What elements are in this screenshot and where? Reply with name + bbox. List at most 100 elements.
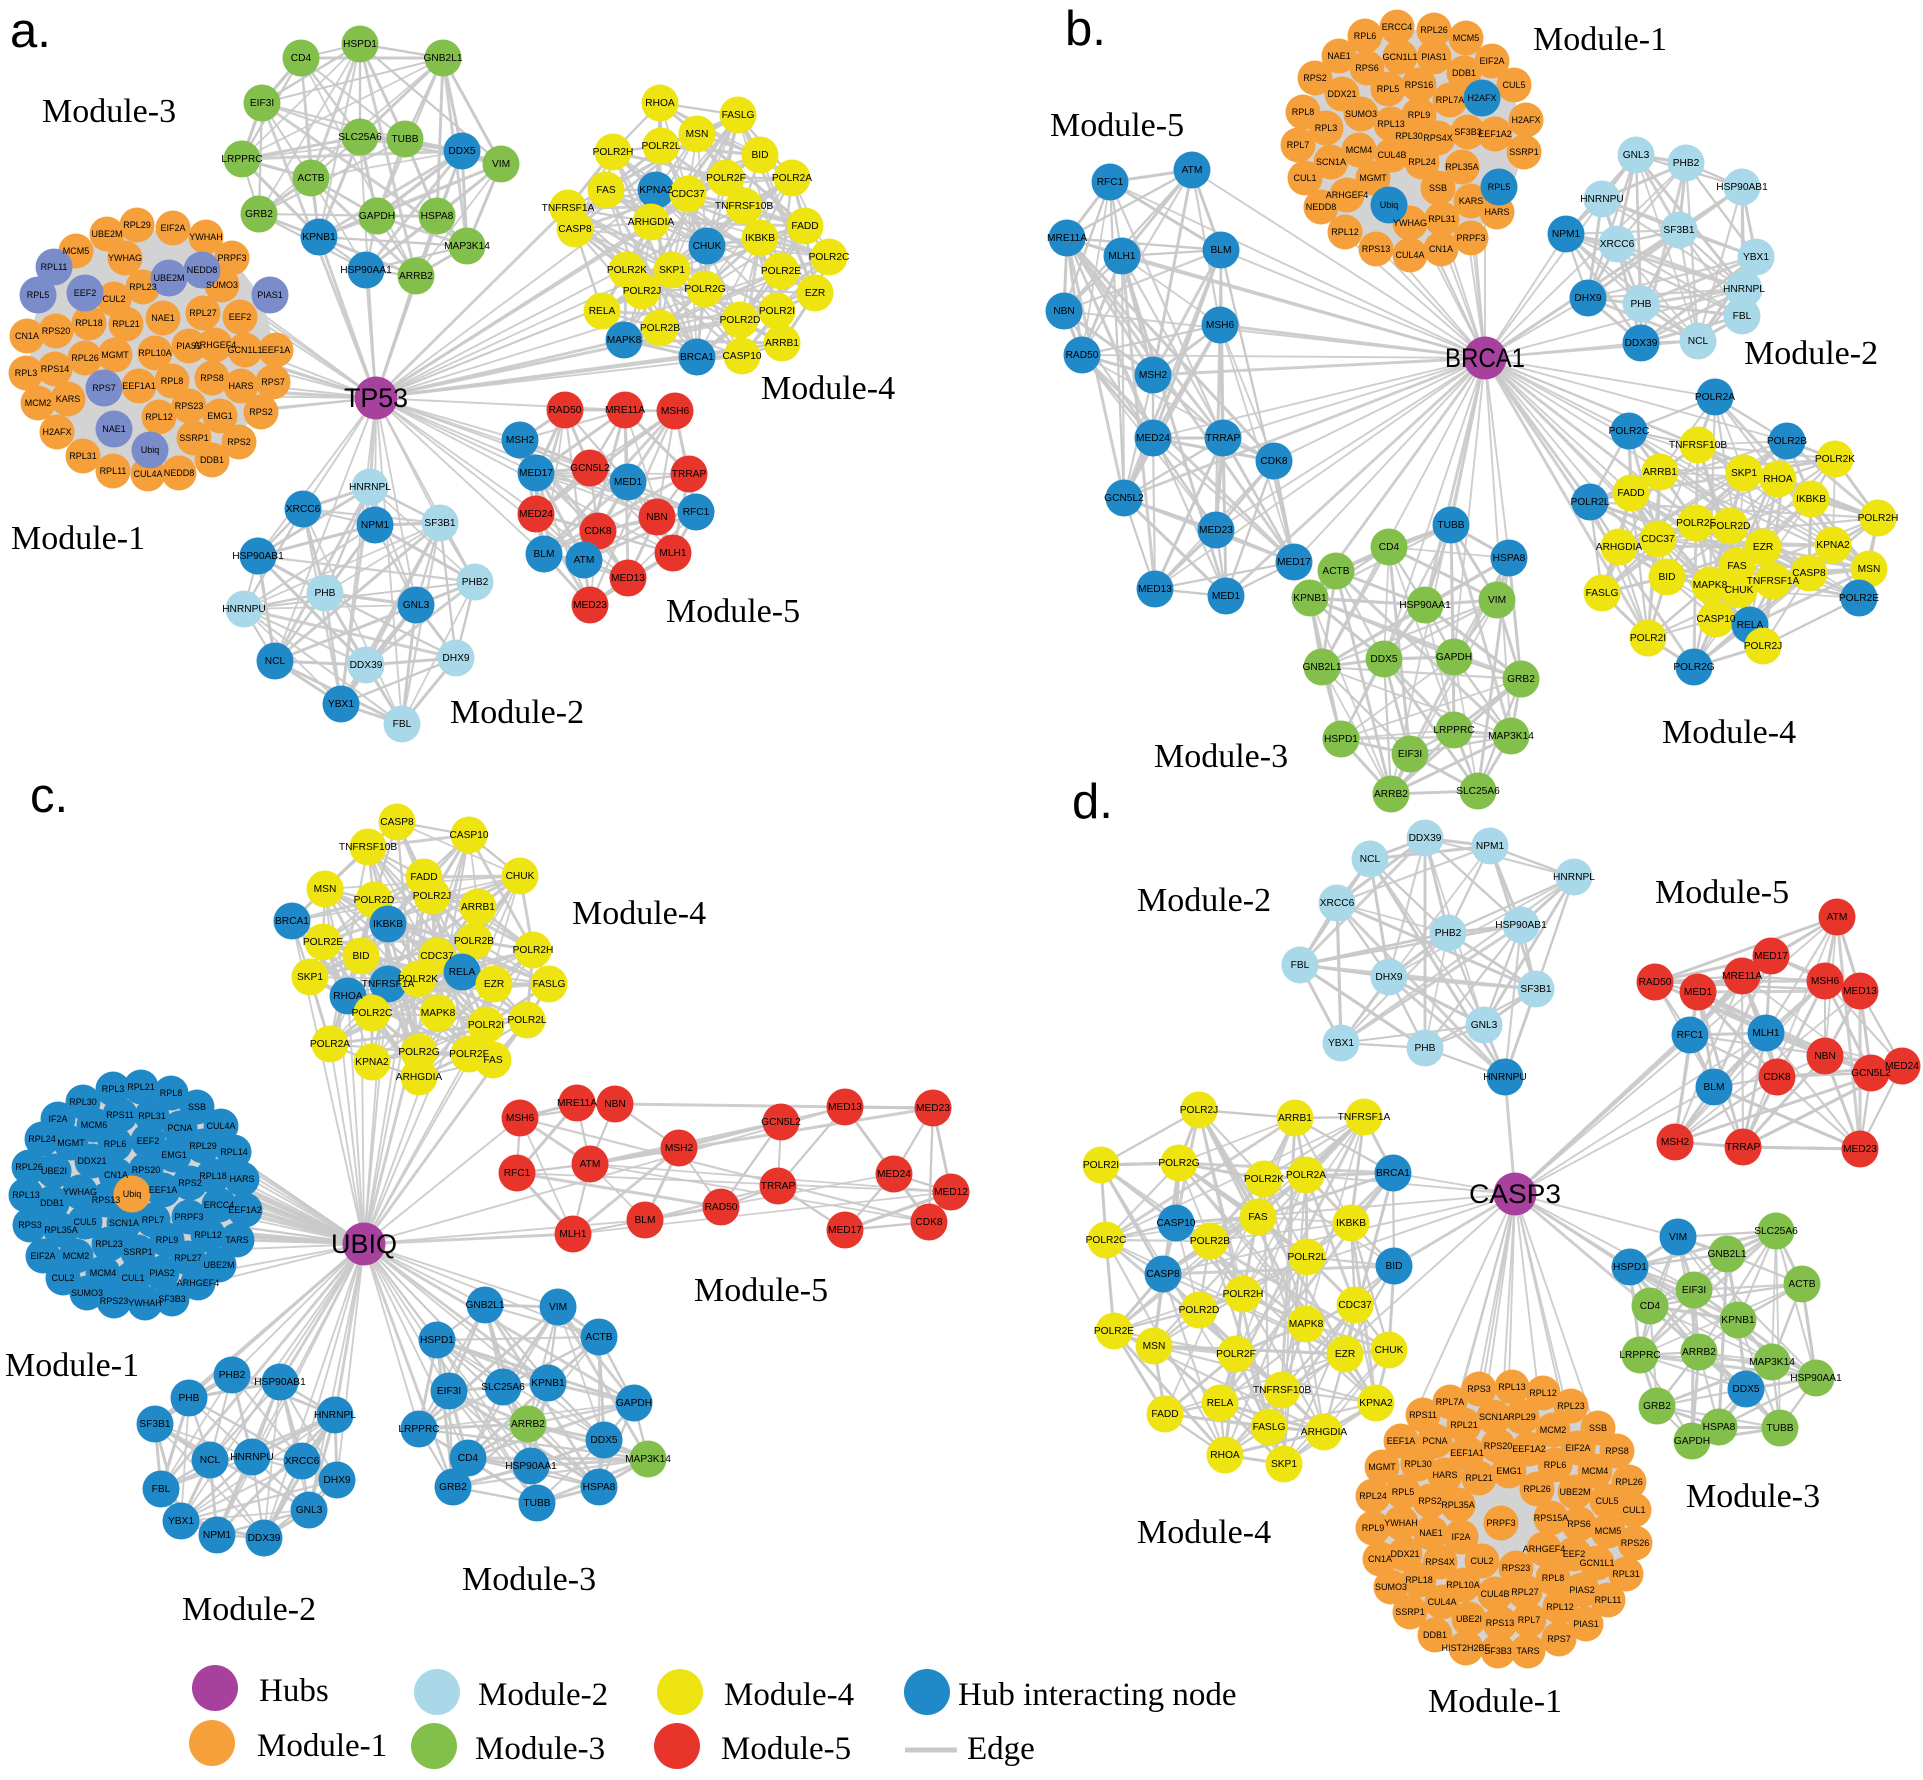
svg-text:NBN: NBN [1814, 1051, 1836, 1062]
svg-text:ARHGDIA: ARHGDIA [1596, 542, 1643, 553]
svg-text:POLR2K: POLR2K [607, 265, 647, 276]
svg-text:KPNB1: KPNB1 [302, 232, 336, 243]
svg-text:BID: BID [1659, 572, 1676, 583]
svg-text:RPL23: RPL23 [95, 1239, 123, 1249]
svg-text:RAD50: RAD50 [705, 1202, 738, 1213]
svg-text:POLR2A: POLR2A [772, 173, 812, 184]
svg-text:BRCA1: BRCA1 [1445, 343, 1525, 373]
svg-text:MAP3K14: MAP3K14 [444, 241, 490, 252]
svg-text:PIAS1: PIAS1 [1573, 1619, 1599, 1629]
svg-text:RPS2: RPS2 [178, 1178, 202, 1188]
svg-text:DDX39: DDX39 [1409, 833, 1442, 844]
svg-text:CHUK: CHUK [1725, 585, 1754, 596]
svg-text:EMG1: EMG1 [161, 1150, 187, 1160]
svg-text:MSH6: MSH6 [1206, 320, 1235, 331]
svg-text:SSRP1: SSRP1 [179, 433, 209, 443]
svg-text:UBE2M: UBE2M [1559, 1487, 1590, 1497]
svg-text:HSPD1: HSPD1 [1613, 1262, 1647, 1273]
svg-text:MSH2: MSH2 [1661, 1137, 1690, 1148]
svg-text:GAPDH: GAPDH [1674, 1436, 1710, 1447]
svg-text:ARHGDIA: ARHGDIA [1301, 1427, 1348, 1438]
svg-text:CN1A: CN1A [104, 1170, 128, 1180]
svg-text:PCNA: PCNA [1422, 1436, 1447, 1446]
svg-text:EIF3I: EIF3I [437, 1386, 461, 1397]
svg-text:Module-2: Module-2 [1744, 335, 1878, 372]
svg-text:SSRP1: SSRP1 [123, 1247, 153, 1257]
svg-text:CDK8: CDK8 [1763, 1072, 1791, 1083]
svg-text:CASP10: CASP10 [1696, 614, 1735, 625]
svg-text:RELA: RELA [449, 967, 476, 978]
svg-text:PIAS2: PIAS2 [149, 1268, 175, 1278]
svg-text:MAPK8: MAPK8 [607, 335, 642, 346]
svg-text:RPL21: RPL21 [112, 319, 140, 329]
svg-text:RPL30: RPL30 [1395, 131, 1423, 141]
svg-text:GNL3: GNL3 [403, 600, 430, 611]
svg-text:YWHAG: YWHAG [1393, 218, 1427, 228]
svg-text:NAE1: NAE1 [1327, 51, 1351, 61]
svg-text:SLC25A6: SLC25A6 [1456, 786, 1500, 797]
svg-text:RPL8: RPL8 [160, 1088, 183, 1098]
svg-text:RPS11: RPS11 [106, 1110, 134, 1120]
svg-text:MAPK8: MAPK8 [1693, 580, 1728, 591]
svg-text:UBE2I: UBE2I [41, 1166, 67, 1176]
svg-text:DDX39: DDX39 [248, 1533, 281, 1544]
svg-text:MSN: MSN [314, 884, 337, 895]
svg-text:RFC1: RFC1 [504, 1168, 531, 1179]
svg-text:RPL3: RPL3 [1315, 123, 1338, 133]
svg-text:GCN5L2: GCN5L2 [1851, 1068, 1891, 1079]
svg-text:SUMO3: SUMO3 [206, 280, 238, 290]
svg-text:EEF1A: EEF1A [1387, 1436, 1416, 1446]
svg-text:RPL35A: RPL35A [44, 1225, 78, 1235]
svg-text:SCN1A: SCN1A [109, 1218, 139, 1228]
svg-text:RPL29: RPL29 [1508, 1412, 1536, 1422]
svg-text:MSH2: MSH2 [665, 1143, 694, 1154]
svg-text:HSP90AB1: HSP90AB1 [232, 551, 284, 562]
svg-text:RAD50: RAD50 [1066, 350, 1099, 361]
svg-text:CUL4A: CUL4A [133, 469, 162, 479]
svg-text:YBX1: YBX1 [168, 1516, 194, 1527]
svg-text:H2AFX: H2AFX [1511, 115, 1540, 125]
svg-text:TARS: TARS [225, 1235, 248, 1245]
svg-text:BRCA1: BRCA1 [275, 916, 309, 927]
svg-text:POLR2J: POLR2J [413, 891, 452, 902]
svg-text:FADD: FADD [1151, 1409, 1178, 1420]
svg-text:SSB: SSB [188, 1102, 206, 1112]
svg-text:POLR2A: POLR2A [310, 1039, 350, 1050]
svg-text:CDC37: CDC37 [671, 189, 705, 200]
svg-text:MED1: MED1 [614, 477, 643, 488]
svg-text:GRB2: GRB2 [1507, 674, 1535, 685]
svg-text:RPL31: RPL31 [69, 451, 97, 461]
svg-text:POLR2I: POLR2I [1630, 633, 1666, 644]
svg-text:KPNA2: KPNA2 [639, 185, 673, 196]
svg-text:RPL21: RPL21 [1450, 1420, 1478, 1430]
svg-text:ERCC4: ERCC4 [1382, 22, 1413, 32]
svg-text:RPL26: RPL26 [71, 353, 99, 363]
svg-text:PIAS1: PIAS1 [257, 290, 283, 300]
svg-text:LRPPRC: LRPPRC [1433, 725, 1474, 736]
svg-text:RPL27: RPL27 [1511, 1587, 1539, 1597]
svg-text:IF2A: IF2A [48, 1114, 67, 1124]
svg-text:FBL: FBL [1733, 311, 1752, 322]
svg-text:RFC1: RFC1 [683, 507, 710, 518]
svg-text:ARRB2: ARRB2 [511, 1419, 545, 1430]
svg-text:RPS13: RPS13 [1486, 1618, 1515, 1628]
svg-text:RPL18: RPL18 [199, 1171, 227, 1181]
svg-text:Ubiq: Ubiq [141, 445, 160, 455]
svg-text:GRB2: GRB2 [245, 209, 273, 220]
svg-text:CUL5: CUL5 [1595, 1496, 1618, 1506]
svg-text:RPL12: RPL12 [1331, 227, 1359, 237]
svg-text:EMG1: EMG1 [207, 411, 233, 421]
svg-text:RAD50: RAD50 [549, 405, 582, 416]
svg-text:CASP8: CASP8 [1146, 1269, 1180, 1280]
svg-text:CD4: CD4 [458, 1453, 479, 1464]
svg-text:KARS: KARS [1459, 196, 1484, 206]
svg-text:MED17: MED17 [1277, 557, 1311, 568]
svg-text:ATM: ATM [574, 555, 595, 566]
svg-text:XRCC6: XRCC6 [286, 504, 321, 515]
svg-text:RPS20: RPS20 [1484, 1441, 1513, 1451]
svg-text:BID: BID [1386, 1261, 1403, 1272]
svg-text:RPS14: RPS14 [41, 364, 70, 374]
svg-text:VIM: VIM [1669, 1232, 1687, 1243]
svg-text:RPL5: RPL5 [27, 290, 50, 300]
svg-text:RPS4X: RPS4X [1423, 133, 1453, 143]
